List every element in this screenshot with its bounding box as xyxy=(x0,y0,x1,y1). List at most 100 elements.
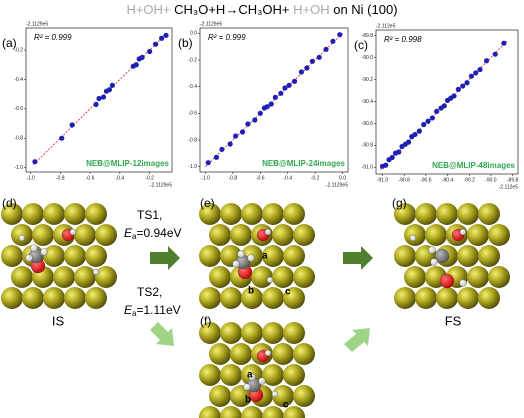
ni-atom xyxy=(251,266,273,288)
point xyxy=(323,46,329,52)
ni-atom xyxy=(85,287,107,309)
ni-atom xyxy=(1,203,23,225)
point xyxy=(59,135,65,141)
ni-atom xyxy=(1,287,23,309)
ni-atom xyxy=(272,224,294,246)
point xyxy=(304,65,310,71)
point xyxy=(460,83,466,89)
hydrogen xyxy=(18,234,26,242)
ea-subscript: a xyxy=(132,309,137,318)
hydrogen xyxy=(459,279,467,287)
point xyxy=(483,58,490,64)
ni-atom xyxy=(199,322,221,344)
point xyxy=(464,80,470,86)
ni-atom xyxy=(293,385,315,407)
y-tick-label: -0.8 xyxy=(188,137,197,143)
ni-atom xyxy=(293,343,315,365)
point xyxy=(477,66,483,73)
point xyxy=(257,110,263,116)
ni-atom xyxy=(22,287,44,309)
y-tick-label: -90.8 xyxy=(362,143,374,149)
point xyxy=(451,93,457,99)
ni-atom xyxy=(436,203,458,225)
hydrogen xyxy=(243,383,251,391)
x-tick-label: -0.2 xyxy=(145,175,154,181)
x-offset: -2.112e5 xyxy=(499,184,519,190)
ni-atom xyxy=(467,266,489,288)
point xyxy=(291,78,298,84)
ts-energy: Ea=0.94eV xyxy=(124,226,182,241)
ni-atom xyxy=(43,287,65,309)
y-offset: -2.112e5 xyxy=(376,23,396,29)
ni-atom xyxy=(404,266,426,288)
ni-atom xyxy=(220,287,242,309)
x-tick-label: -90.8 xyxy=(398,177,410,183)
point xyxy=(416,128,422,134)
ni-atom xyxy=(220,322,242,344)
ni-atom xyxy=(32,224,54,246)
ni-atom xyxy=(262,406,284,418)
point xyxy=(100,94,107,100)
point xyxy=(405,139,412,145)
point xyxy=(412,131,418,138)
ni-atom xyxy=(293,224,315,246)
ni-atom xyxy=(457,203,479,225)
point xyxy=(139,54,145,60)
ni-atom xyxy=(283,406,305,418)
x-tick-label: -0.8 xyxy=(229,175,238,181)
ni-atom xyxy=(488,224,510,246)
ni-atom xyxy=(467,224,489,246)
y-tick-label: -0.2 xyxy=(188,57,197,63)
point xyxy=(69,122,75,128)
carbon xyxy=(434,248,450,264)
point xyxy=(425,118,431,124)
ni-atom xyxy=(241,406,263,418)
point xyxy=(109,82,116,88)
ni-atom xyxy=(262,287,284,309)
hydrogen xyxy=(428,246,436,254)
y-tick-label: -90.2 xyxy=(362,77,374,83)
point xyxy=(389,154,395,161)
point xyxy=(245,121,251,127)
ni-atom xyxy=(293,266,315,288)
point xyxy=(421,121,427,128)
arrow xyxy=(150,246,180,270)
arrow xyxy=(344,328,370,352)
ni-atom xyxy=(394,245,416,267)
point xyxy=(278,90,284,96)
ni-atom xyxy=(220,203,242,225)
arrow xyxy=(150,322,174,346)
r-squared: R² = 0.998 xyxy=(384,35,422,44)
point xyxy=(286,82,292,88)
point xyxy=(396,149,402,155)
ni-atom xyxy=(199,245,221,267)
x-tick-label: -0.4 xyxy=(283,175,292,181)
ni-atom xyxy=(283,364,305,386)
ni-atom xyxy=(415,203,437,225)
atom-label: c xyxy=(285,287,291,298)
point xyxy=(434,108,440,114)
ni-atom xyxy=(64,203,86,225)
ni-atom xyxy=(230,224,252,246)
point xyxy=(282,85,288,91)
point xyxy=(330,38,336,44)
ts-name: TS1, xyxy=(137,208,162,222)
ni-atom xyxy=(272,343,294,365)
ni-atom xyxy=(283,245,305,267)
ni-atom xyxy=(64,287,86,309)
y-tick-label: -91.0 xyxy=(362,165,374,171)
y-tick-label: -89.8 xyxy=(362,33,374,39)
ni-atom xyxy=(478,203,500,225)
point xyxy=(32,159,38,165)
method-label: NEB@MLIP-48images xyxy=(432,161,515,170)
panel-label: (d) xyxy=(2,196,17,210)
hydrogen xyxy=(247,254,255,262)
x-tick-label: 0.0 xyxy=(339,175,346,181)
method-label: NEB@MLIP-12images xyxy=(86,159,169,168)
ni-atom xyxy=(394,287,416,309)
ni-atom xyxy=(425,224,447,246)
ea-value: =1.11eV xyxy=(136,303,180,317)
ni-atom xyxy=(220,406,242,418)
x-tick-label: -89.8 xyxy=(507,177,519,183)
ni-atom xyxy=(241,287,263,309)
